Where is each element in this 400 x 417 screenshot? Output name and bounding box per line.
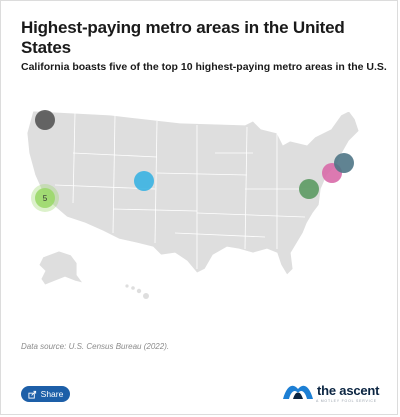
chart-title: Highest-paying metro areas in the United… (21, 18, 345, 57)
share-icon (28, 390, 36, 399)
us-map: 5 (26, 110, 360, 299)
map-marker[interactable] (35, 110, 55, 130)
map-marker-dot (134, 171, 154, 191)
map-marker[interactable] (299, 179, 319, 199)
brand-name: the ascent (317, 382, 380, 398)
share-button[interactable]: Share (21, 386, 70, 402)
map-marker-dot (299, 179, 319, 199)
marker-layer: 5 (31, 110, 354, 212)
map-marker[interactable] (134, 171, 154, 191)
share-label: Share (40, 389, 64, 399)
map-land (26, 110, 360, 276)
map-marker-dot (35, 110, 55, 130)
alaska-shape (38, 250, 84, 286)
map-marker[interactable] (334, 153, 354, 173)
data-source-note: Data source: U.S. Census Bureau (2022). (21, 342, 170, 351)
brand-tagline: A Motley Fool service (316, 399, 377, 403)
map-marker-dot (35, 188, 55, 208)
chart-subtitle: California boasts five of the top 10 hig… (21, 61, 387, 73)
contiguous-us-shape (26, 110, 360, 276)
map-marker-label: 5 (43, 194, 48, 203)
map-marker-dot (334, 153, 354, 173)
hawaii-shape (125, 284, 149, 299)
map-marker[interactable]: 5 (31, 184, 59, 212)
brand-logo[interactable]: the ascent A Motley Fool service (283, 381, 380, 403)
ascent-mountain-icon (283, 385, 313, 399)
